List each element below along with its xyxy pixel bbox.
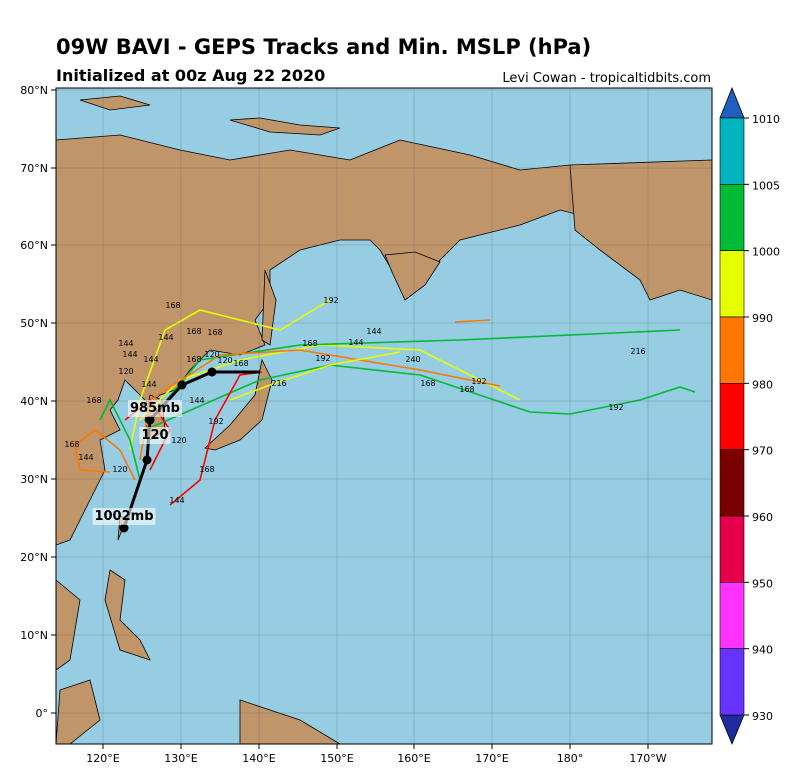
pressure-annotation: 985mb (130, 401, 180, 416)
track-hour-label: 120 (204, 350, 219, 359)
colorbar-label: 960 (752, 511, 773, 524)
lon-label: 150°E (320, 752, 353, 765)
track-hour-label: 192 (208, 417, 223, 426)
colorbar-segment (719, 648, 745, 716)
lon-label: 180° (557, 752, 584, 765)
track-hour-label: 120 (217, 356, 232, 365)
title: 09W BAVI - GEPS Tracks and Min. MSLP (hP… (56, 35, 591, 59)
track-hour-label: 144 (118, 339, 133, 348)
credit: Levi Cowan - tropicaltidbits.com (502, 71, 711, 86)
track-hour-label: 168 (86, 396, 101, 405)
lon-label: 140°E (242, 752, 275, 765)
colorbar-label: 930 (752, 710, 773, 723)
lat-label: 10°N (20, 629, 48, 642)
colorbar-segment (719, 316, 745, 384)
track-hour-label: 168 (233, 359, 248, 368)
track-hour-label: 120 (112, 465, 127, 474)
colorbar-label: 1010 (752, 113, 780, 126)
map-frame (55, 87, 713, 745)
colorbar-label: 950 (752, 577, 773, 590)
track-hour-label: 144 (143, 355, 158, 364)
track-hour-label: 192 (315, 354, 330, 363)
track-hour-label: 168 (199, 465, 214, 474)
track-hour-label: 216 (630, 347, 645, 356)
track-hour-label: 144 (348, 338, 363, 347)
lat-label: 60°N (20, 239, 48, 252)
pressure-annotation: 120 (141, 428, 168, 443)
track-hour-label: 168 (165, 301, 180, 310)
track-hour-label: 144 (158, 333, 173, 342)
track-hour-label: 168 (186, 355, 201, 364)
lon-label: 130°E (164, 752, 197, 765)
colorbar-segment (719, 449, 745, 517)
track-hour-label: 192 (471, 377, 486, 386)
lon-label: 170°W (629, 752, 666, 765)
colorbar-segment (719, 582, 745, 649)
colorbar-label: 980 (752, 378, 773, 391)
track-hour-label: 216 (271, 379, 286, 388)
colorbar-label: 990 (752, 312, 773, 325)
lon-label: 160°E (397, 752, 430, 765)
track-hour-label: 168 (64, 440, 79, 449)
annotation-box (139, 427, 171, 444)
track-hour-label: 144 (78, 453, 93, 462)
track-hour-label: 168 (420, 379, 435, 388)
pressure-annotation: 1002mb (94, 509, 153, 524)
colorbar-segment (719, 383, 745, 450)
annotation-box (92, 508, 156, 525)
lat-label: 20°N (20, 551, 48, 564)
track-hour-label: 168 (186, 327, 201, 336)
colorbar-label: 1005 (752, 179, 780, 192)
colorbar-segment (719, 515, 745, 583)
track-hour-label: 240 (405, 355, 420, 364)
track-hour-label: 144 (189, 396, 204, 405)
track-hour-label: 120 (118, 367, 133, 376)
colorbar-segment (719, 250, 745, 318)
lat-label: 30°N (20, 473, 48, 486)
subtitle: Initialized at 00z Aug 22 2020 (56, 66, 325, 85)
lat-label: 70°N (20, 162, 48, 175)
track-hour-label: 168 (302, 339, 317, 348)
lat-label: 80°N (20, 84, 48, 97)
lat-label: 40°N (20, 395, 48, 408)
colorbar-label: 1000 (752, 246, 780, 259)
annotation-box (128, 400, 182, 417)
colorbar-segment (719, 184, 745, 251)
track-hour-label: 144 (141, 380, 156, 389)
track-hour-label: 144 (169, 496, 184, 505)
lat-label: 0° (36, 707, 49, 720)
colorbar-segment (719, 117, 745, 185)
track-hour-label: 192 (323, 296, 338, 305)
track-hour-label: 168 (459, 385, 474, 394)
lon-label: 170°E (475, 752, 508, 765)
track-hour-label: 168 (207, 328, 222, 337)
lat-label: 50°N (20, 317, 48, 330)
lon-label: 120°E (86, 752, 119, 765)
track-hour-label: 120 (171, 436, 186, 445)
colorbar: 1010 1005 1000 990 980 970 960 950 940 930 (719, 86, 780, 746)
colorbar-label: 970 (752, 445, 773, 458)
track-hour-label: 144 (366, 327, 381, 336)
colorbar-label: 940 (752, 644, 773, 657)
track-hour-label: 144 (122, 350, 137, 359)
track-hour-label: 192 (608, 403, 623, 412)
